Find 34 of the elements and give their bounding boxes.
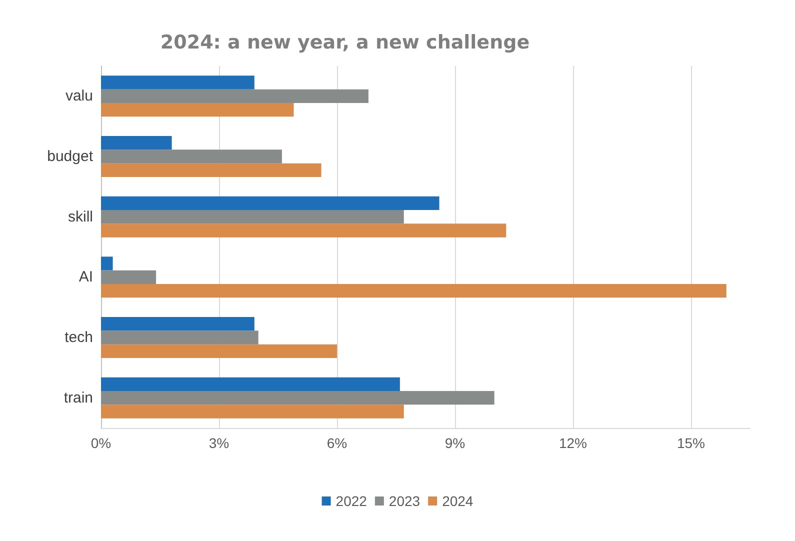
y-tick-label: train: [64, 389, 93, 406]
y-tick-label: valu: [65, 88, 93, 105]
x-tick-label: 9%: [444, 435, 466, 451]
y-tick-label: skill: [68, 208, 93, 226]
legend-label: 2022: [336, 493, 368, 509]
y-tick-label: AI: [78, 268, 93, 286]
x-tick-label: 3%: [208, 435, 230, 451]
legend-label: 2023: [388, 493, 420, 509]
bar: [101, 224, 506, 238]
x-tick-label: 0%: [90, 435, 112, 451]
bar: [101, 163, 322, 178]
bar: [101, 256, 113, 270]
x-tick-label: 12%: [558, 435, 588, 451]
bar: [101, 404, 404, 418]
bar: [101, 103, 294, 117]
bar: [101, 270, 156, 284]
bar: [101, 150, 282, 164]
bar: [101, 344, 337, 358]
bar: [101, 390, 494, 405]
bar: [101, 330, 258, 344]
bar: [101, 76, 254, 90]
y-tick-label: budget: [47, 148, 94, 165]
y-tick-label: tech: [64, 329, 93, 346]
bar: [101, 89, 368, 104]
bar: [101, 377, 400, 391]
bar: [101, 196, 440, 210]
legend-label: 2024: [442, 493, 474, 509]
x-tick-label: 6%: [326, 435, 348, 451]
x-tick-label: 15%: [676, 435, 706, 451]
bar: [101, 284, 726, 298]
bar: [101, 210, 404, 224]
bar: [101, 136, 172, 150]
chart-title: 2024: a new year, a new challenge: [160, 32, 530, 54]
bar: [101, 316, 254, 331]
